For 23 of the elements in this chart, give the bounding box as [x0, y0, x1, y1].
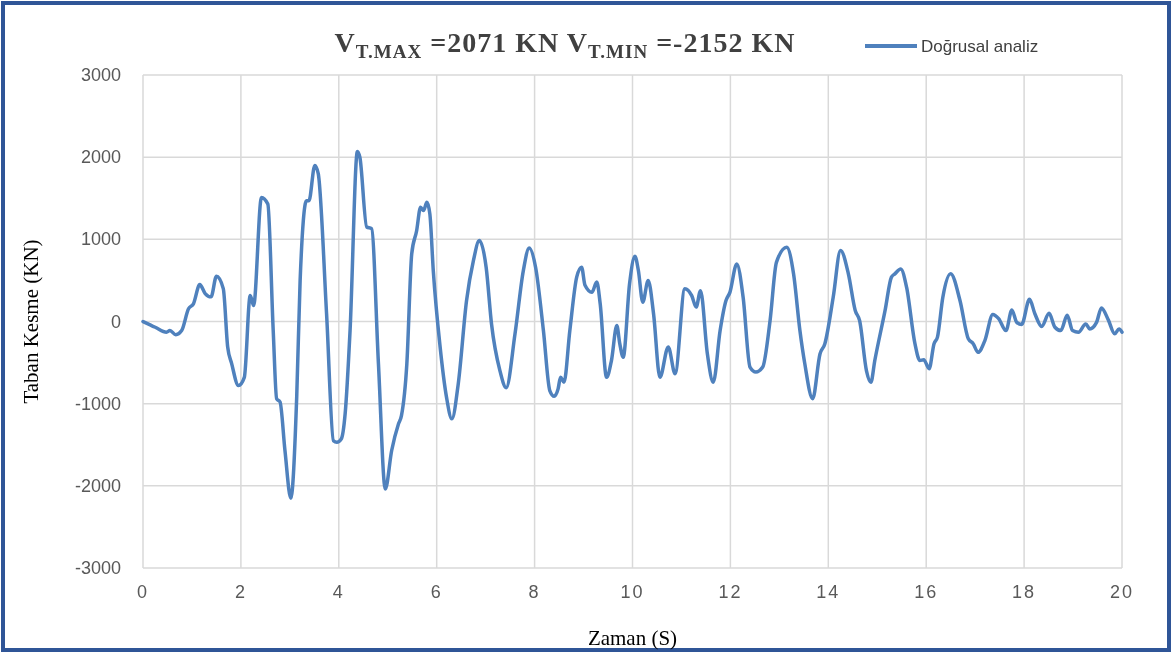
chart-title: V$_{T.MAX}$ =2071 KN V$_{T.MIN}$ =-2152 KN	[334, 27, 796, 62]
legend-label: Doğrusal analiz	[921, 37, 1039, 56]
y-tick-label: 1000	[80, 229, 121, 250]
x-tick-label: 10	[620, 582, 645, 602]
x-tick-label: 12	[718, 582, 743, 602]
y-tick-label: -3000	[74, 558, 121, 578]
x-tick-label: 14	[816, 582, 841, 602]
x-tick-label: 8	[528, 582, 541, 602]
x-tick-label: 18	[1012, 582, 1037, 602]
y-tick-label: 2000	[80, 147, 121, 168]
x-tick-label: 16	[914, 582, 939, 602]
x-tick-label: 20	[1109, 582, 1135, 602]
x-axis-title: Zaman (S)	[587, 626, 678, 650]
y-tick-label: 0	[110, 311, 121, 332]
x-tick-label: 0	[136, 582, 150, 602]
line-series	[141, 149, 1124, 500]
x-tick-label: 2	[234, 582, 247, 602]
y-tick-label: -1000	[74, 393, 121, 414]
y-tick-label: 3000	[80, 65, 121, 85]
y-tick-label: -2000	[74, 475, 121, 496]
x-tick-label: 6	[430, 582, 443, 602]
y-axis-title: Taban Kesme (KN)	[19, 239, 43, 404]
x-tick-label: 4	[332, 582, 345, 602]
